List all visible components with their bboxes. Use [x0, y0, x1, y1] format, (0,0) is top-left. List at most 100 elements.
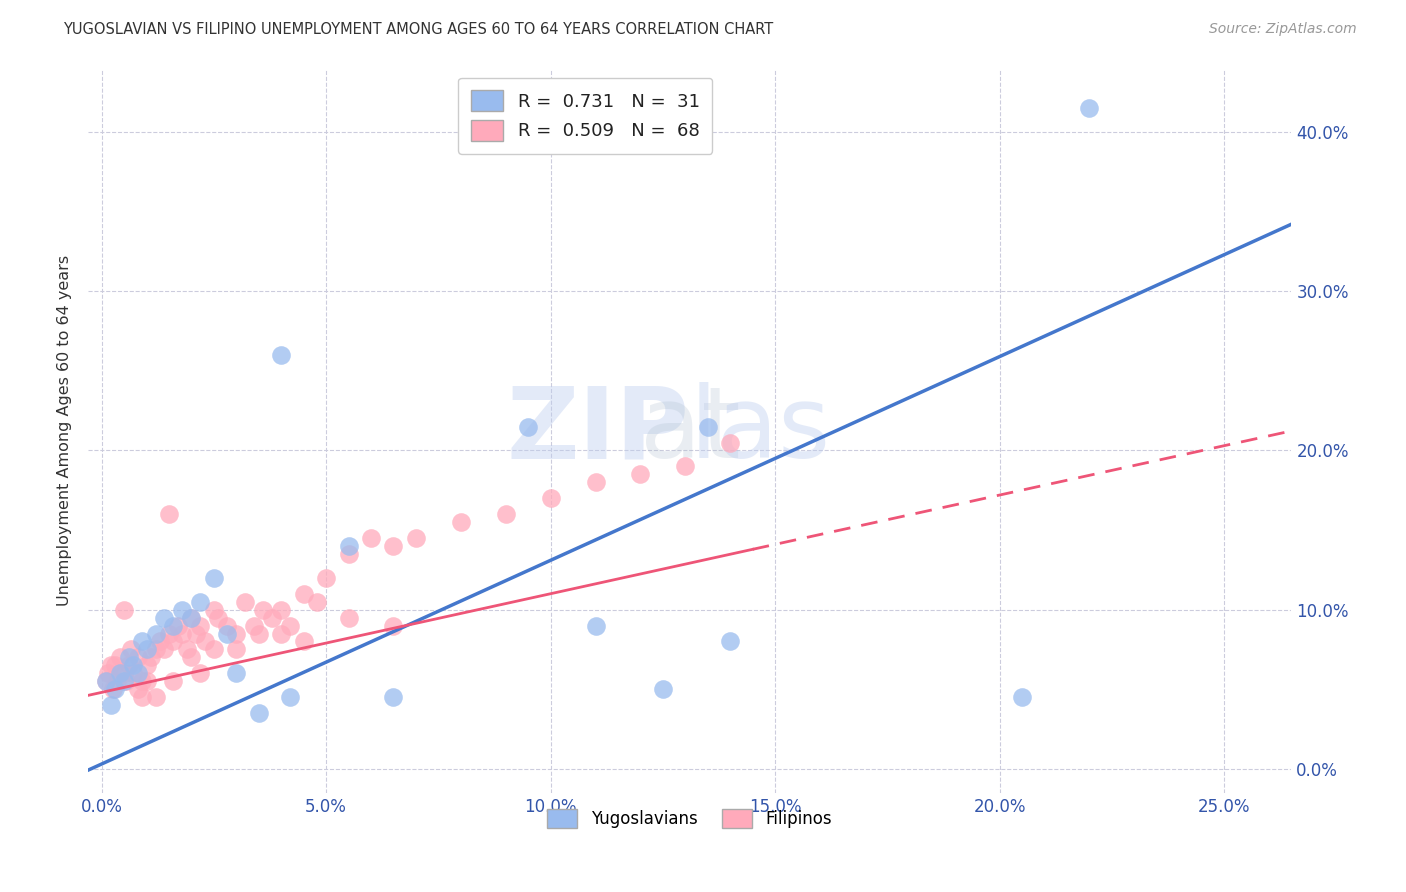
Point: [278, 690, 301, 705]
Point: [101, 682, 124, 697]
Point: [127, 666, 149, 681]
Point: [97, 666, 120, 681]
Point: [337, 547, 360, 561]
Point: [337, 539, 360, 553]
Point: [382, 539, 405, 553]
Point: [135, 658, 157, 673]
Point: [202, 602, 225, 616]
Point: [115, 674, 138, 689]
Point: [1011, 690, 1033, 705]
Point: [162, 634, 184, 648]
Point: [243, 618, 266, 632]
Point: [405, 531, 427, 545]
Text: YUGOSLAVIAN VS FILIPINO UNEMPLOYMENT AMONG AGES 60 TO 64 YEARS CORRELATION CHART: YUGOSLAVIAN VS FILIPINO UNEMPLOYMENT AMO…: [63, 22, 773, 37]
Point: [247, 626, 270, 640]
Point: [117, 650, 139, 665]
Point: [108, 666, 131, 681]
Point: [153, 642, 176, 657]
Point: [190, 618, 212, 632]
Point: [337, 610, 360, 624]
Text: ZIP: ZIP: [508, 382, 690, 479]
Point: [190, 666, 212, 681]
Point: [278, 618, 301, 632]
Point: [207, 610, 229, 624]
Point: [100, 698, 122, 712]
Point: [120, 642, 142, 657]
Point: [176, 642, 198, 657]
Point: [495, 507, 517, 521]
Point: [180, 650, 202, 665]
Point: [108, 650, 131, 665]
Legend: Yugoslavians, Filipinos: Yugoslavians, Filipinos: [541, 803, 839, 835]
Point: [217, 618, 239, 632]
Point: [145, 642, 167, 657]
Point: [307, 595, 329, 609]
Point: [202, 571, 225, 585]
Point: [122, 658, 145, 673]
Point: [172, 602, 194, 616]
Point: [651, 682, 673, 697]
Point: [247, 706, 270, 720]
Point: [315, 571, 337, 585]
Point: [270, 602, 292, 616]
Point: [292, 634, 315, 648]
Point: [262, 610, 284, 624]
Point: [105, 674, 128, 689]
Point: [225, 666, 247, 681]
Point: [157, 507, 180, 521]
Point: [127, 682, 149, 697]
Point: [180, 610, 202, 624]
Point: [252, 602, 274, 616]
Point: [131, 634, 153, 648]
Point: [153, 610, 176, 624]
Point: [112, 674, 135, 689]
Point: [673, 459, 696, 474]
Point: [112, 666, 135, 681]
Point: [94, 674, 117, 689]
Point: [162, 674, 184, 689]
Point: [149, 634, 172, 648]
Point: [167, 618, 190, 632]
Point: [194, 634, 217, 648]
Point: [162, 618, 184, 632]
Point: [585, 475, 607, 490]
Point: [696, 419, 718, 434]
Point: [122, 666, 145, 681]
Point: [139, 650, 162, 665]
Point: [94, 674, 117, 689]
Point: [382, 618, 405, 632]
Point: [184, 626, 207, 640]
Point: [270, 626, 292, 640]
Point: [131, 674, 153, 689]
Point: [628, 467, 651, 482]
Point: [157, 626, 180, 640]
Point: [718, 435, 741, 450]
Point: [135, 642, 157, 657]
Text: at: at: [640, 382, 740, 479]
Point: [517, 419, 540, 434]
Point: [172, 626, 194, 640]
Point: [270, 348, 292, 362]
Point: [718, 634, 741, 648]
Point: [225, 626, 247, 640]
Point: [585, 618, 607, 632]
Point: [225, 642, 247, 657]
Point: [117, 658, 139, 673]
Point: [100, 658, 122, 673]
Point: [104, 658, 127, 673]
Point: [127, 650, 149, 665]
Point: [145, 690, 167, 705]
Point: [540, 491, 562, 506]
Y-axis label: Unemployment Among Ages 60 to 64 years: Unemployment Among Ages 60 to 64 years: [58, 255, 72, 607]
Point: [131, 690, 153, 705]
Text: las: las: [690, 382, 831, 479]
Text: Source: ZipAtlas.com: Source: ZipAtlas.com: [1209, 22, 1357, 37]
Point: [233, 595, 256, 609]
Point: [202, 642, 225, 657]
Point: [382, 690, 405, 705]
Point: [190, 595, 212, 609]
Point: [104, 682, 127, 697]
Point: [450, 515, 472, 529]
Point: [180, 610, 202, 624]
Point: [292, 587, 315, 601]
